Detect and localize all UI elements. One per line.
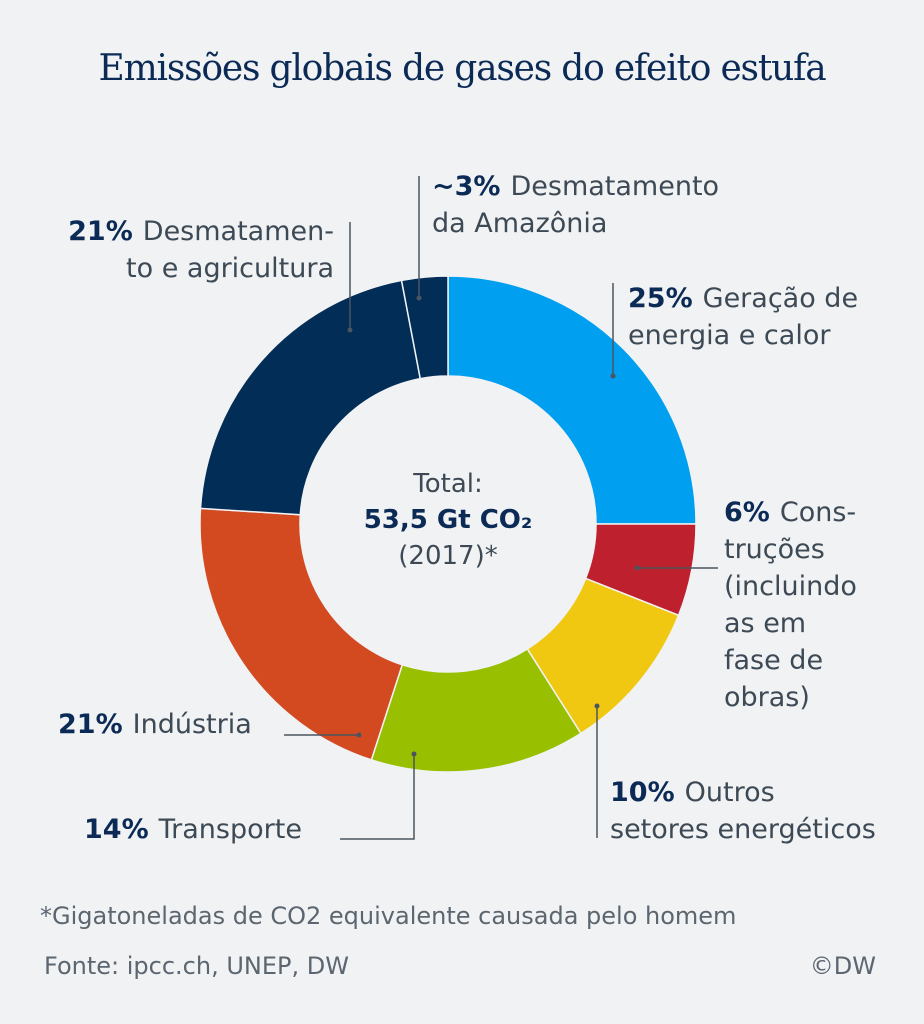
leader-dot-desmatamento-amazonia (416, 295, 422, 301)
label-energia: 25% Geração de energia e calor (628, 280, 858, 354)
leader-line-transporte (340, 754, 415, 840)
leader-dot-transporte (411, 751, 417, 757)
data-label-text: da Amazônia (432, 208, 608, 239)
center-total-year: (2017)* (398, 541, 498, 571)
center-total-label: Total: (413, 469, 483, 499)
data-label-pct: ~3% (432, 171, 501, 202)
copyright-credit: ©DW (809, 952, 876, 980)
leader-dot-construcoes (634, 565, 640, 571)
data-label-pct: 10% (610, 777, 675, 808)
leader-dot-outros (594, 703, 600, 709)
data-label-pct: 21% (68, 216, 133, 247)
center-total: Total: 53,5 Gt CO₂ (2017)* (298, 466, 598, 574)
data-label-text: Outros (684, 777, 775, 808)
label-construcoes: 6% Cons- truções (incluindo as em fase de… (724, 494, 857, 716)
chart-title: Emissões globais de gases do efeito estu… (98, 48, 827, 89)
data-label-text: as em (724, 608, 807, 639)
footnote: *Gigatoneladas de CO2 equivalente causad… (40, 902, 737, 930)
leader-dot-energia (610, 373, 616, 379)
leader-dot-industria (356, 732, 362, 738)
donut-slice-desmatamento-agricultura (199, 279, 422, 516)
data-label-text: energia e calor (628, 320, 831, 351)
data-label-text: Geração de (702, 283, 859, 314)
label-outros: 10% Outros setores energéticos (610, 774, 876, 848)
data-label-pct: 6% (724, 497, 770, 528)
center-total-value: 53,5 Gt CO₂ (363, 505, 533, 535)
data-label-text: truções (724, 534, 825, 565)
data-label-text: fase de (724, 645, 824, 676)
donut-slice-industria (199, 507, 404, 761)
data-label-text: (incluindo (724, 571, 857, 602)
label-desmatamento-amazonia: ~3% Desmatamento da Amazônia (432, 168, 719, 242)
donut-slice-energia (447, 275, 697, 525)
data-label-text: Transporte (158, 814, 302, 845)
data-label-text: obras) (724, 682, 810, 713)
label-transporte: 14% Transporte (84, 811, 302, 848)
label-desmatamento-agricultura: 21% Desmatamen- to e agricultura (48, 213, 334, 287)
data-label-text: Cons- (779, 497, 857, 528)
leader-dot-desmatamento-agricultura (347, 327, 353, 333)
data-label-pct: 14% (84, 814, 149, 845)
data-label-pct: 21% (58, 709, 123, 740)
data-label-text: setores energéticos (610, 814, 876, 845)
data-label-pct: 25% (628, 283, 693, 314)
data-label-text: Desmatamento (510, 171, 720, 202)
data-label-text: Indústria (132, 709, 252, 740)
donut-slice-desmatamento-amazonia (400, 275, 449, 380)
data-label-text: to e agricultura (126, 253, 334, 284)
source-note: Fonte: ipcc.ch, UNEP, DW (44, 952, 349, 980)
label-industria: 21% Indústria (58, 706, 252, 743)
data-label-text: Desmatamen- (142, 216, 334, 247)
